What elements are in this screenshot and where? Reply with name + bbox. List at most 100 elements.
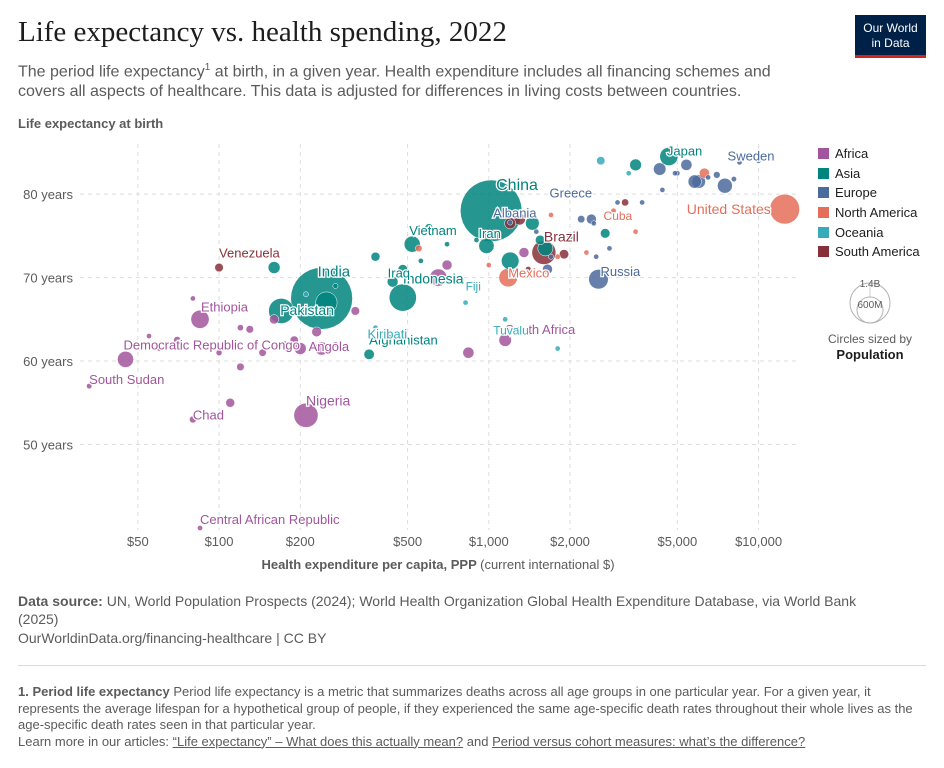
- point-somalia[interactable]: [210, 303, 216, 310]
- point-rwanda[interactable]: [237, 324, 244, 332]
- point-greece[interactable]: [614, 199, 621, 206]
- point-iran[interactable]: [478, 237, 495, 254]
- point-czechia[interactable]: [659, 187, 666, 193]
- point-congo[interactable]: [332, 341, 339, 348]
- point-south-korea[interactable]: [629, 158, 642, 172]
- point-south-africa[interactable]: [498, 333, 512, 347]
- point-switzerland[interactable]: [755, 157, 762, 164]
- point-morocco[interactable]: [441, 259, 453, 271]
- point-fiji[interactable]: [462, 299, 469, 306]
- point-thailand[interactable]: [525, 216, 540, 231]
- owid-logo[interactable]: Our World in Data: [855, 15, 926, 58]
- point-solomon-islands[interactable]: [404, 274, 411, 281]
- footnote-ref[interactable]: 1: [204, 62, 211, 73]
- legend-item-south-america[interactable]: South America: [818, 242, 920, 262]
- point-saudi-arabia[interactable]: [600, 228, 611, 239]
- point-cuba[interactable]: [610, 207, 617, 214]
- point-tajikistan[interactable]: [418, 258, 424, 264]
- point-united-states[interactable]: [769, 193, 800, 225]
- point-zambia[interactable]: [258, 348, 267, 357]
- point-tanzania[interactable]: [314, 341, 329, 356]
- point-malawi[interactable]: [156, 345, 163, 352]
- point-sri-lanka[interactable]: [424, 223, 434, 232]
- point-australia[interactable]: [596, 156, 606, 166]
- legend-item-oceania[interactable]: Oceania: [818, 222, 920, 242]
- point-timor[interactable]: [332, 283, 339, 289]
- point-central-african-republic[interactable]: [197, 525, 203, 531]
- point-panama[interactable]: [583, 249, 590, 256]
- link-period-cohort[interactable]: Period versus cohort measures: what’s th…: [492, 733, 806, 749]
- point-afghanistan[interactable]: [363, 348, 375, 360]
- point-spain[interactable]: [680, 159, 693, 171]
- legend-item-africa[interactable]: Africa: [818, 144, 920, 164]
- legend-item-north-america[interactable]: North America: [818, 203, 920, 223]
- point-romania[interactable]: [577, 215, 586, 224]
- point-chad[interactable]: [189, 415, 197, 424]
- point-moldova[interactable]: [548, 253, 554, 260]
- point-finland[interactable]: [672, 170, 678, 177]
- point-algeria[interactable]: [518, 247, 530, 258]
- point-honduras[interactable]: [485, 262, 492, 268]
- point-ethiopia[interactable]: [190, 309, 210, 329]
- point-malaysia[interactable]: [535, 234, 546, 246]
- point-belgium[interactable]: [730, 176, 737, 183]
- point-dominican-republic[interactable]: [554, 253, 561, 260]
- point-ukraine[interactable]: [542, 263, 553, 275]
- point-iraq[interactable]: [386, 276, 399, 288]
- point-netherlands[interactable]: [713, 171, 721, 179]
- point-south-sudan[interactable]: [86, 383, 93, 390]
- point-russia[interactable]: [588, 269, 609, 290]
- point-indonesia[interactable]: [388, 283, 417, 312]
- point-uzbekistan[interactable]: [397, 264, 408, 275]
- point-hungary[interactable]: [639, 199, 645, 206]
- point-mozambique[interactable]: [225, 398, 235, 408]
- point-cameroon[interactable]: [289, 335, 299, 345]
- point-guinea[interactable]: [215, 349, 223, 356]
- point-peru[interactable]: [559, 249, 569, 260]
- point-burundi[interactable]: [146, 333, 152, 339]
- legend-item-asia[interactable]: Asia: [818, 164, 920, 184]
- point-albania[interactable]: [507, 219, 514, 226]
- point-eritrea[interactable]: [190, 295, 196, 302]
- point-guatemala[interactable]: [415, 244, 423, 252]
- point-egypt[interactable]: [429, 268, 448, 287]
- point-sweden[interactable]: [736, 159, 743, 166]
- point-myanmar[interactable]: [267, 261, 281, 274]
- point-papua-new-guinea[interactable]: [303, 291, 309, 298]
- point-bangladesh[interactable]: [315, 291, 338, 314]
- point-senegal[interactable]: [281, 340, 289, 348]
- point-philippines[interactable]: [501, 251, 520, 270]
- point-germany[interactable]: [717, 177, 733, 194]
- point-croatia[interactable]: [590, 220, 597, 227]
- point-nauru[interactable]: [554, 345, 561, 352]
- scatter-chart[interactable]: Life expectancy at birth 50 years 60 years…: [0, 0, 944, 590]
- point-sudan[interactable]: [462, 346, 475, 359]
- point-kazakhstan[interactable]: [566, 231, 574, 240]
- point-austria[interactable]: [705, 174, 711, 181]
- point-democratic-republic-of-congo[interactable]: [117, 351, 134, 368]
- point-cote-d-ivoire[interactable]: [350, 306, 360, 316]
- point-chile[interactable]: [621, 198, 629, 207]
- point-belarus[interactable]: [593, 253, 600, 260]
- point-burkina-faso[interactable]: [245, 325, 254, 334]
- point-palestine[interactable]: [444, 241, 450, 248]
- point-angola[interactable]: [311, 326, 322, 337]
- point-kenya[interactable]: [294, 342, 307, 355]
- point-venezuela[interactable]: [214, 262, 224, 273]
- point-niger[interactable]: [173, 336, 182, 345]
- point-tuvalu[interactable]: [502, 316, 509, 323]
- point-united-kingdom[interactable]: [687, 174, 702, 189]
- point-bahamas[interactable]: [632, 228, 639, 235]
- credit-line[interactable]: OurWorldinData.org/financing-healthcare …: [18, 630, 327, 646]
- point-ghana[interactable]: [269, 314, 280, 325]
- point-kyrgyzstan[interactable]: [473, 237, 480, 243]
- point-kiribati[interactable]: [372, 324, 379, 331]
- point-bolivia[interactable]: [525, 266, 532, 273]
- point-japan[interactable]: [659, 147, 679, 166]
- point-new-zealand[interactable]: [625, 170, 632, 177]
- point-mali[interactable]: [236, 362, 245, 371]
- point-serbia[interactable]: [533, 228, 540, 235]
- point-bulgaria[interactable]: [606, 245, 613, 252]
- legend-item-europe[interactable]: Europe: [818, 183, 920, 203]
- point-costa-rica[interactable]: [548, 212, 554, 218]
